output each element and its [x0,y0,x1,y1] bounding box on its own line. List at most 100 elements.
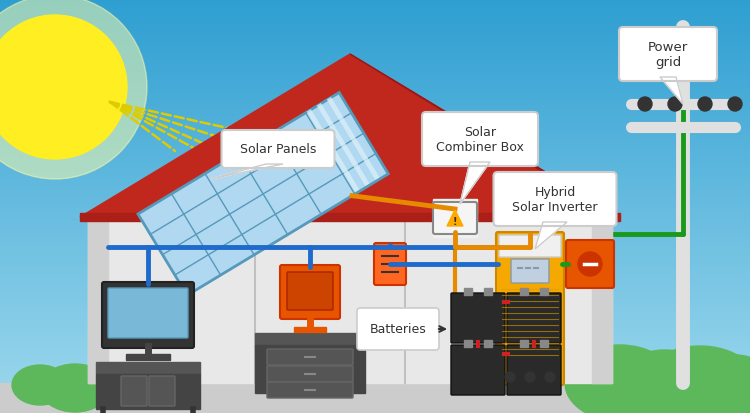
Bar [0,64,750,65]
Bar [0,365,750,366]
Bar [0,398,750,399]
Bar [0,254,750,255]
Bar [0,123,750,124]
Bar [0,16,750,17]
Bar [0,26,750,27]
Bar [0,244,750,245]
Ellipse shape [640,346,750,413]
Bar [0,33,750,34]
FancyBboxPatch shape [511,259,549,283]
Bar [0,62,750,63]
Bar [0,159,750,161]
Bar [0,373,750,374]
FancyBboxPatch shape [499,235,561,257]
Bar [0,11,750,12]
FancyBboxPatch shape [433,202,477,235]
FancyBboxPatch shape [496,233,564,385]
Bar [0,306,750,307]
Bar [0,287,750,288]
Bar [0,268,750,269]
Bar [0,218,750,219]
Bar [0,301,750,302]
Bar [0,22,750,23]
Bar [0,399,750,400]
Bar [0,300,750,301]
Bar [0,307,750,308]
Bar [0,355,750,356]
Bar [0,340,750,341]
Bar [0,78,750,79]
FancyBboxPatch shape [507,345,561,395]
Bar [0,88,750,89]
Bar [0,342,750,343]
Bar [0,276,750,277]
Bar [0,60,750,61]
Bar [0,332,750,333]
Circle shape [525,372,535,382]
Bar [0,13,750,14]
Bar [0,115,750,116]
Circle shape [728,98,742,112]
Bar [0,30,750,31]
Bar [0,338,750,339]
Bar [0,206,750,207]
Bar [0,357,750,358]
Bar [0,101,750,102]
Bar [0,343,750,344]
Bar [0,410,750,411]
Bar [0,70,750,71]
Bar [0,356,750,357]
Bar [0,231,750,233]
Bar [0,303,750,304]
Bar [0,3,750,4]
Bar [0,59,750,60]
Bar [0,321,750,322]
Bar [0,77,750,78]
Bar [0,328,750,329]
Bar [0,223,750,224]
Polygon shape [350,55,620,219]
FancyBboxPatch shape [374,243,406,285]
Bar [0,330,750,331]
Bar [0,202,750,204]
Bar [0,139,750,140]
Bar [0,394,750,395]
Bar [0,242,750,243]
Bar [0,370,750,371]
Bar [0,124,750,125]
Bar [0,299,750,300]
Bar [0,309,750,310]
FancyBboxPatch shape [267,349,353,365]
Bar [0,409,750,410]
Bar [0,380,750,381]
Bar [0,341,750,342]
FancyBboxPatch shape [149,376,175,406]
Polygon shape [80,55,620,218]
Bar [0,353,750,354]
Bar [0,97,750,98]
Bar [0,385,750,386]
Bar [0,116,750,117]
Bar [0,91,750,92]
Bar [0,85,750,86]
FancyBboxPatch shape [507,293,561,343]
Bar [0,94,750,95]
Bar [0,310,750,311]
Bar [0,237,750,238]
Bar [0,259,750,260]
Bar [484,340,492,347]
Bar [0,386,750,387]
Bar [0,89,750,90]
Bar [0,360,750,361]
Bar [0,170,750,171]
Bar [0,326,750,327]
Bar [0,107,750,108]
Bar [0,81,750,82]
Bar [0,118,750,119]
Bar [0,286,750,287]
Bar [0,284,750,285]
Text: Solar
Combiner Box: Solar Combiner Box [436,126,524,154]
Bar [0,219,750,221]
Bar [0,224,750,225]
Bar [0,278,750,279]
